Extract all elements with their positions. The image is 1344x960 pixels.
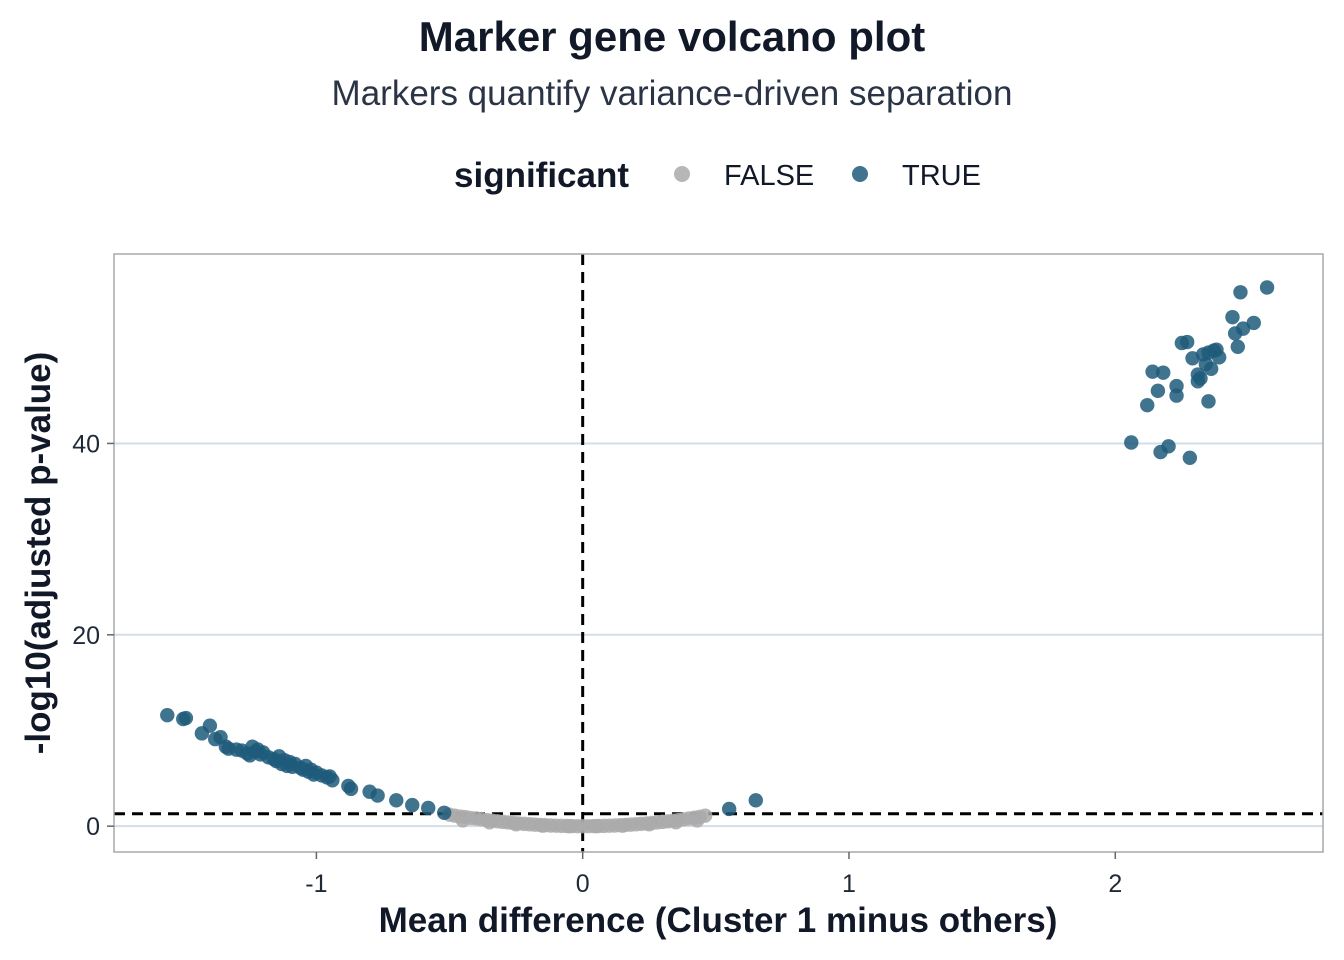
y-tick-label: 0 xyxy=(86,813,100,841)
x-tick-label: 1 xyxy=(842,870,856,898)
legend-swatch-true xyxy=(852,166,868,182)
x-tick-label: 2 xyxy=(1108,870,1122,898)
point-false xyxy=(615,818,630,833)
point-false xyxy=(535,818,550,833)
point-true xyxy=(437,805,452,820)
point-true xyxy=(1225,309,1240,325)
legend-title: significant xyxy=(454,156,629,195)
point-false xyxy=(455,813,471,828)
legend-swatch-false xyxy=(674,166,690,182)
reference-lines xyxy=(114,254,1323,852)
point-false xyxy=(588,818,604,834)
x-axis-ticks: -1 0 1 2 xyxy=(305,852,1122,898)
point-true xyxy=(1124,435,1139,450)
y-axis-ticks: 0 20 40 xyxy=(72,430,114,841)
point-false xyxy=(508,817,524,832)
point-true xyxy=(421,800,436,816)
chart-subtitle: Markers quantify variance-driven separat… xyxy=(332,74,1013,113)
point-true xyxy=(389,793,404,808)
legend-label-false: FALSE xyxy=(724,160,814,192)
point-true xyxy=(405,797,420,813)
point-true xyxy=(1193,371,1208,386)
data-points xyxy=(160,280,1275,834)
x-axis-title: Mean difference (Cluster 1 minus others) xyxy=(379,901,1058,940)
point-true xyxy=(178,710,194,726)
y-axis-title: -log10(adjusted p-value) xyxy=(19,352,58,755)
chart-title: Marker gene volcano plot xyxy=(419,13,925,60)
point-true xyxy=(1211,350,1227,365)
point-false xyxy=(668,815,684,830)
point-true xyxy=(1235,321,1251,336)
point-true xyxy=(1233,285,1248,300)
point-true xyxy=(1201,394,1216,409)
point-true xyxy=(1140,397,1155,413)
point-true xyxy=(1259,280,1275,295)
point-false xyxy=(482,815,497,830)
point-false xyxy=(689,813,705,828)
point-true xyxy=(1246,315,1261,331)
point-true xyxy=(1150,383,1166,399)
point-false xyxy=(562,818,577,834)
point-true xyxy=(721,801,737,817)
point-true xyxy=(325,773,340,788)
point-true xyxy=(1161,439,1176,454)
x-tick-label: 0 xyxy=(576,870,590,898)
plot-border xyxy=(113,253,1324,853)
grid-lines xyxy=(114,442,1323,828)
y-tick-label: 40 xyxy=(72,430,100,458)
legend-label-true: TRUE xyxy=(902,160,981,192)
point-true xyxy=(160,707,175,723)
y-tick-label: 20 xyxy=(72,622,100,650)
point-true xyxy=(1179,334,1195,350)
point-true xyxy=(748,793,763,808)
point-true xyxy=(1182,450,1198,465)
x-tick-label: -1 xyxy=(305,870,327,898)
point-true xyxy=(343,781,359,797)
point-false xyxy=(642,817,657,832)
point-true xyxy=(370,788,385,803)
point-true xyxy=(1145,364,1160,379)
point-true xyxy=(1169,378,1184,394)
point-true xyxy=(1156,365,1171,380)
point-true xyxy=(202,718,218,733)
legend: significant FALSE TRUE xyxy=(454,156,981,195)
point-true xyxy=(1203,361,1219,377)
point-true xyxy=(1230,339,1245,355)
